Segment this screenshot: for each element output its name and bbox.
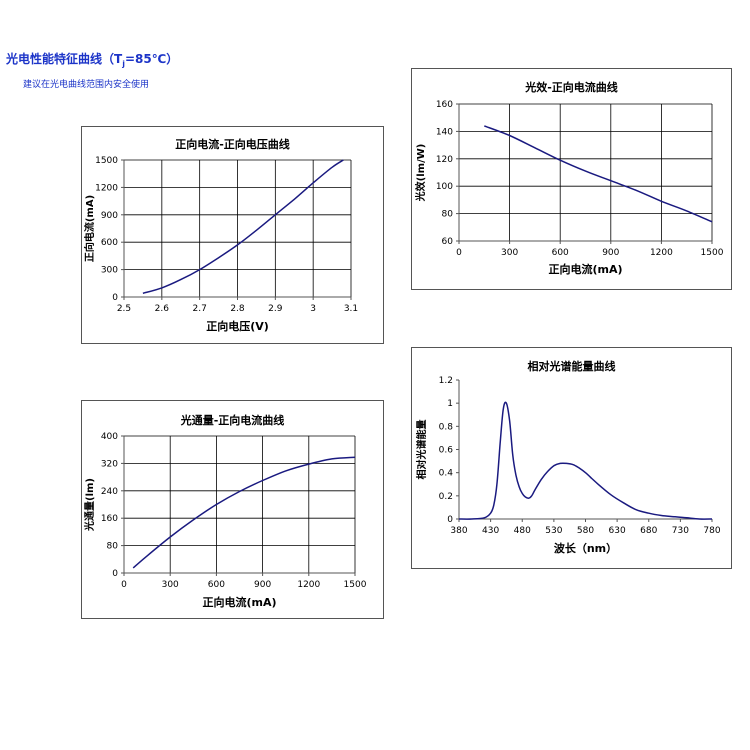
page-title: 光电性能特征曲线（Tj=85℃）	[6, 52, 179, 69]
y-axis-label: 相对光谱能量	[415, 420, 428, 480]
y-tick-label: 80	[442, 210, 454, 220]
x-tick-label: 3.1	[344, 304, 358, 314]
x-axis-label: 正向电压(V)	[206, 319, 269, 333]
x-tick-label: 2.7	[193, 304, 207, 314]
x-tick-label: 1500	[701, 248, 724, 258]
y-tick-label: 160	[101, 514, 118, 524]
x-tick-label: 780	[703, 526, 720, 536]
y-tick-label: 0.6	[439, 446, 454, 456]
chart-flux-if: 光通量-正向电流曲线 0 300 600 900 1200 1500 0 80 160 240 320…	[83, 413, 367, 609]
x-tick-label: 580	[577, 526, 594, 536]
y-tick-label: 240	[101, 487, 118, 497]
y-axis-label: 光通量(lm)	[83, 478, 96, 532]
x-axis-label: 波长（nm）	[554, 541, 617, 555]
x-tick-label: 1500	[344, 580, 367, 590]
y-axis-label: 光效(lm/W)	[414, 144, 427, 203]
x-tick-label: 600	[552, 248, 569, 258]
series-line-0	[142, 159, 344, 295]
x-axis-label: 正向电流(mA)	[548, 262, 622, 276]
x-axis-label: 正向电流(mA)	[202, 595, 276, 609]
y-tick-label: 1200	[95, 183, 118, 193]
x-tick-label: 300	[162, 580, 179, 590]
x-tick-label: 530	[545, 526, 562, 536]
y-tick-label: 60	[442, 237, 454, 247]
x-tick-label: 2.6	[155, 304, 170, 314]
y-tick-label: 100	[436, 182, 453, 192]
x-tick-label: 2.8	[230, 304, 245, 314]
chart-panel-eff-if: 光效-正向电流曲线 0 300 600 900 1200 1500 60 80 100 120 140…	[411, 68, 732, 290]
y-tick-label: 0	[447, 515, 453, 525]
x-tick-label: 2.5	[117, 304, 131, 314]
chart-title: 光通量-正向电流曲线	[180, 413, 285, 427]
y-tick-label: 0	[112, 569, 118, 579]
y-tick-label: 300	[101, 266, 118, 276]
y-tick-label: 320	[101, 459, 118, 469]
y-tick-label: 900	[101, 211, 118, 221]
x-tick-label: 900	[602, 248, 619, 258]
series-line-0	[132, 456, 356, 569]
x-tick-label: 2.9	[268, 304, 283, 314]
series-line-0	[458, 401, 713, 520]
x-tick-label: 1200	[650, 248, 673, 258]
y-tick-label: 1.2	[439, 376, 453, 386]
series-line-0	[484, 125, 713, 223]
chart-panel-spectrum: 相对光谱能量曲线 380 430 480 530 580 630 680 730 780 0 0.2 0…	[411, 347, 732, 569]
x-tick-label: 480	[514, 526, 531, 536]
chart-panel-flux-if: 光通量-正向电流曲线 0 300 600 900 1200 1500 0 80 160 240 320…	[81, 400, 384, 619]
x-tick-label: 600	[208, 580, 225, 590]
x-tick-label: 630	[609, 526, 626, 536]
x-tick-label: 430	[482, 526, 499, 536]
x-tick-label: 680	[640, 526, 657, 536]
chart-eff-if: 光效-正向电流曲线 0 300 600 900 1200 1500 60 80 100 120 140…	[414, 80, 724, 276]
x-tick-label: 1200	[297, 580, 320, 590]
y-tick-label: 0.4	[439, 469, 454, 479]
y-tick-label: 600	[101, 238, 118, 248]
y-tick-label: 0.2	[439, 492, 453, 502]
x-tick-label: 0	[456, 248, 462, 258]
y-tick-label: 1	[447, 399, 453, 409]
chart-panel-if-vf: 正向电流-正向电压曲线 2.5 2.6 2.7 2.8 2.9 3 3.1 0 300 600 900…	[81, 126, 384, 344]
page-subtitle: 建议在光电曲线范围内安全使用	[23, 80, 150, 90]
chart-if-vf: 正向电流-正向电压曲线 2.5 2.6 2.7 2.8 2.9 3 3.1 0 300 600 900…	[83, 137, 358, 333]
x-tick-label: 380	[450, 526, 467, 536]
y-tick-label: 140	[436, 127, 453, 137]
x-tick-label: 0	[121, 580, 127, 590]
x-tick-label: 300	[501, 248, 518, 258]
y-axis-label: 正向电流(mA)	[83, 195, 96, 262]
x-tick-label: 900	[254, 580, 271, 590]
y-tick-label: 80	[107, 542, 119, 552]
y-tick-label: 1500	[95, 156, 118, 166]
y-tick-label: 160	[436, 100, 453, 110]
y-tick-label: 0.8	[439, 422, 454, 432]
x-tick-label: 730	[672, 526, 689, 536]
y-tick-label: 120	[436, 155, 453, 165]
y-tick-label: 0	[112, 293, 118, 303]
x-tick-label: 3	[310, 304, 316, 314]
y-tick-label: 400	[101, 432, 118, 442]
chart-title: 光效-正向电流曲线	[524, 80, 618, 94]
chart-title: 相对光谱能量曲线	[528, 359, 616, 373]
chart-spectrum: 相对光谱能量曲线 380 430 480 530 580 630 680 730 780 0 0.2 0…	[415, 359, 721, 555]
chart-title: 正向电流-正向电压曲线	[175, 137, 290, 151]
